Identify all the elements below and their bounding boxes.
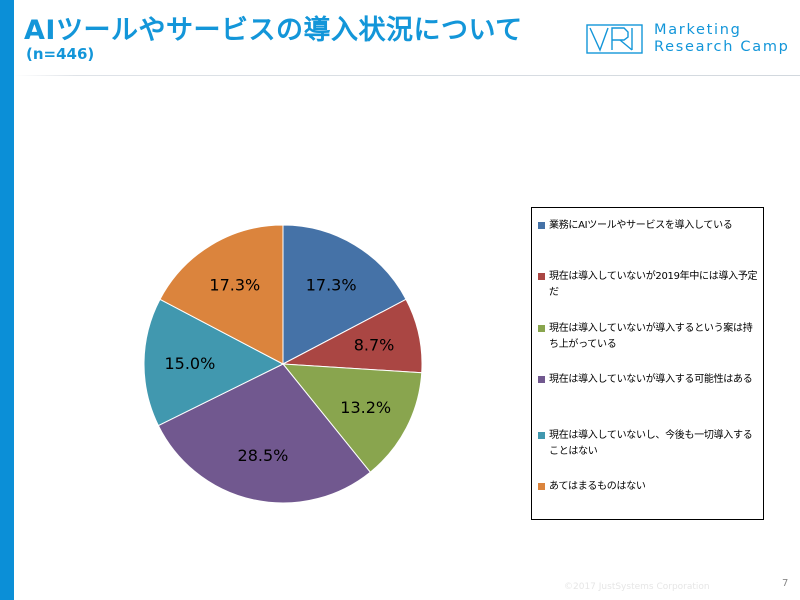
legend-item: あてはまるものはない [538, 479, 760, 495]
slice-label: 28.5% [238, 446, 289, 465]
legend-item: 現在は導入していないが導入する可能性はある [538, 372, 760, 388]
chart-legend: 業務にAIツールやサービスを導入している現在は導入していないが2019年中には導… [531, 207, 764, 520]
page-title: AIツールやサービスの導入状況について [24, 15, 523, 46]
pie-slice [282, 224, 407, 365]
accent-bar [0, 0, 14, 600]
legend-label: あてはまるものはない [549, 481, 646, 492]
legend-swatch [538, 222, 545, 229]
legend-item: 業務にAIツールやサービスを導入している [538, 218, 760, 234]
legend-item: 現在は導入していないが導入するという案は持ち上がっている [538, 321, 760, 353]
slice-label: 8.7% [354, 336, 395, 355]
legend-swatch [538, 325, 545, 332]
legend-swatch [538, 273, 545, 280]
page-number: 7 [782, 578, 789, 589]
legend-item: 現在は導入していないし、今後も一切導入することはない [538, 428, 760, 460]
slice-label: 17.3% [209, 275, 260, 294]
slice-label: 17.3% [306, 275, 357, 294]
pie-slice [143, 298, 285, 427]
slice-label: 15.0% [164, 354, 215, 373]
legend-label: 現在は導入していないが2019年中には導入予定だ [549, 271, 758, 298]
legend-label: 現在は導入していないし、今後も一切導入することはない [549, 430, 753, 457]
copyright: ©2017 JustSystems Corporation [564, 582, 710, 592]
legend-label: 現在は導入していないが導入する可能性はある [549, 374, 753, 385]
logo-line-1: Marketing [654, 22, 742, 38]
legend-label: 業務にAIツールやサービスを導入している [549, 220, 733, 231]
logo-text: Marketing Research Camp [654, 22, 790, 56]
legend-item: 現在は導入していないが2019年中には導入予定だ [538, 269, 760, 301]
logo-line-2: Research Camp [654, 39, 790, 55]
legend-swatch [538, 483, 545, 490]
slice-label: 13.2% [340, 398, 391, 417]
pie-slice [281, 363, 423, 473]
header-divider [14, 75, 800, 76]
pie-slice [157, 363, 371, 504]
legend-label: 現在は導入していないが導入するという案は持ち上がっている [549, 323, 753, 350]
logo-icon [586, 24, 643, 54]
pie-slice [159, 224, 284, 365]
legend-swatch [538, 376, 545, 383]
sample-size: (n=446) [26, 45, 95, 63]
legend-swatch [538, 432, 545, 439]
